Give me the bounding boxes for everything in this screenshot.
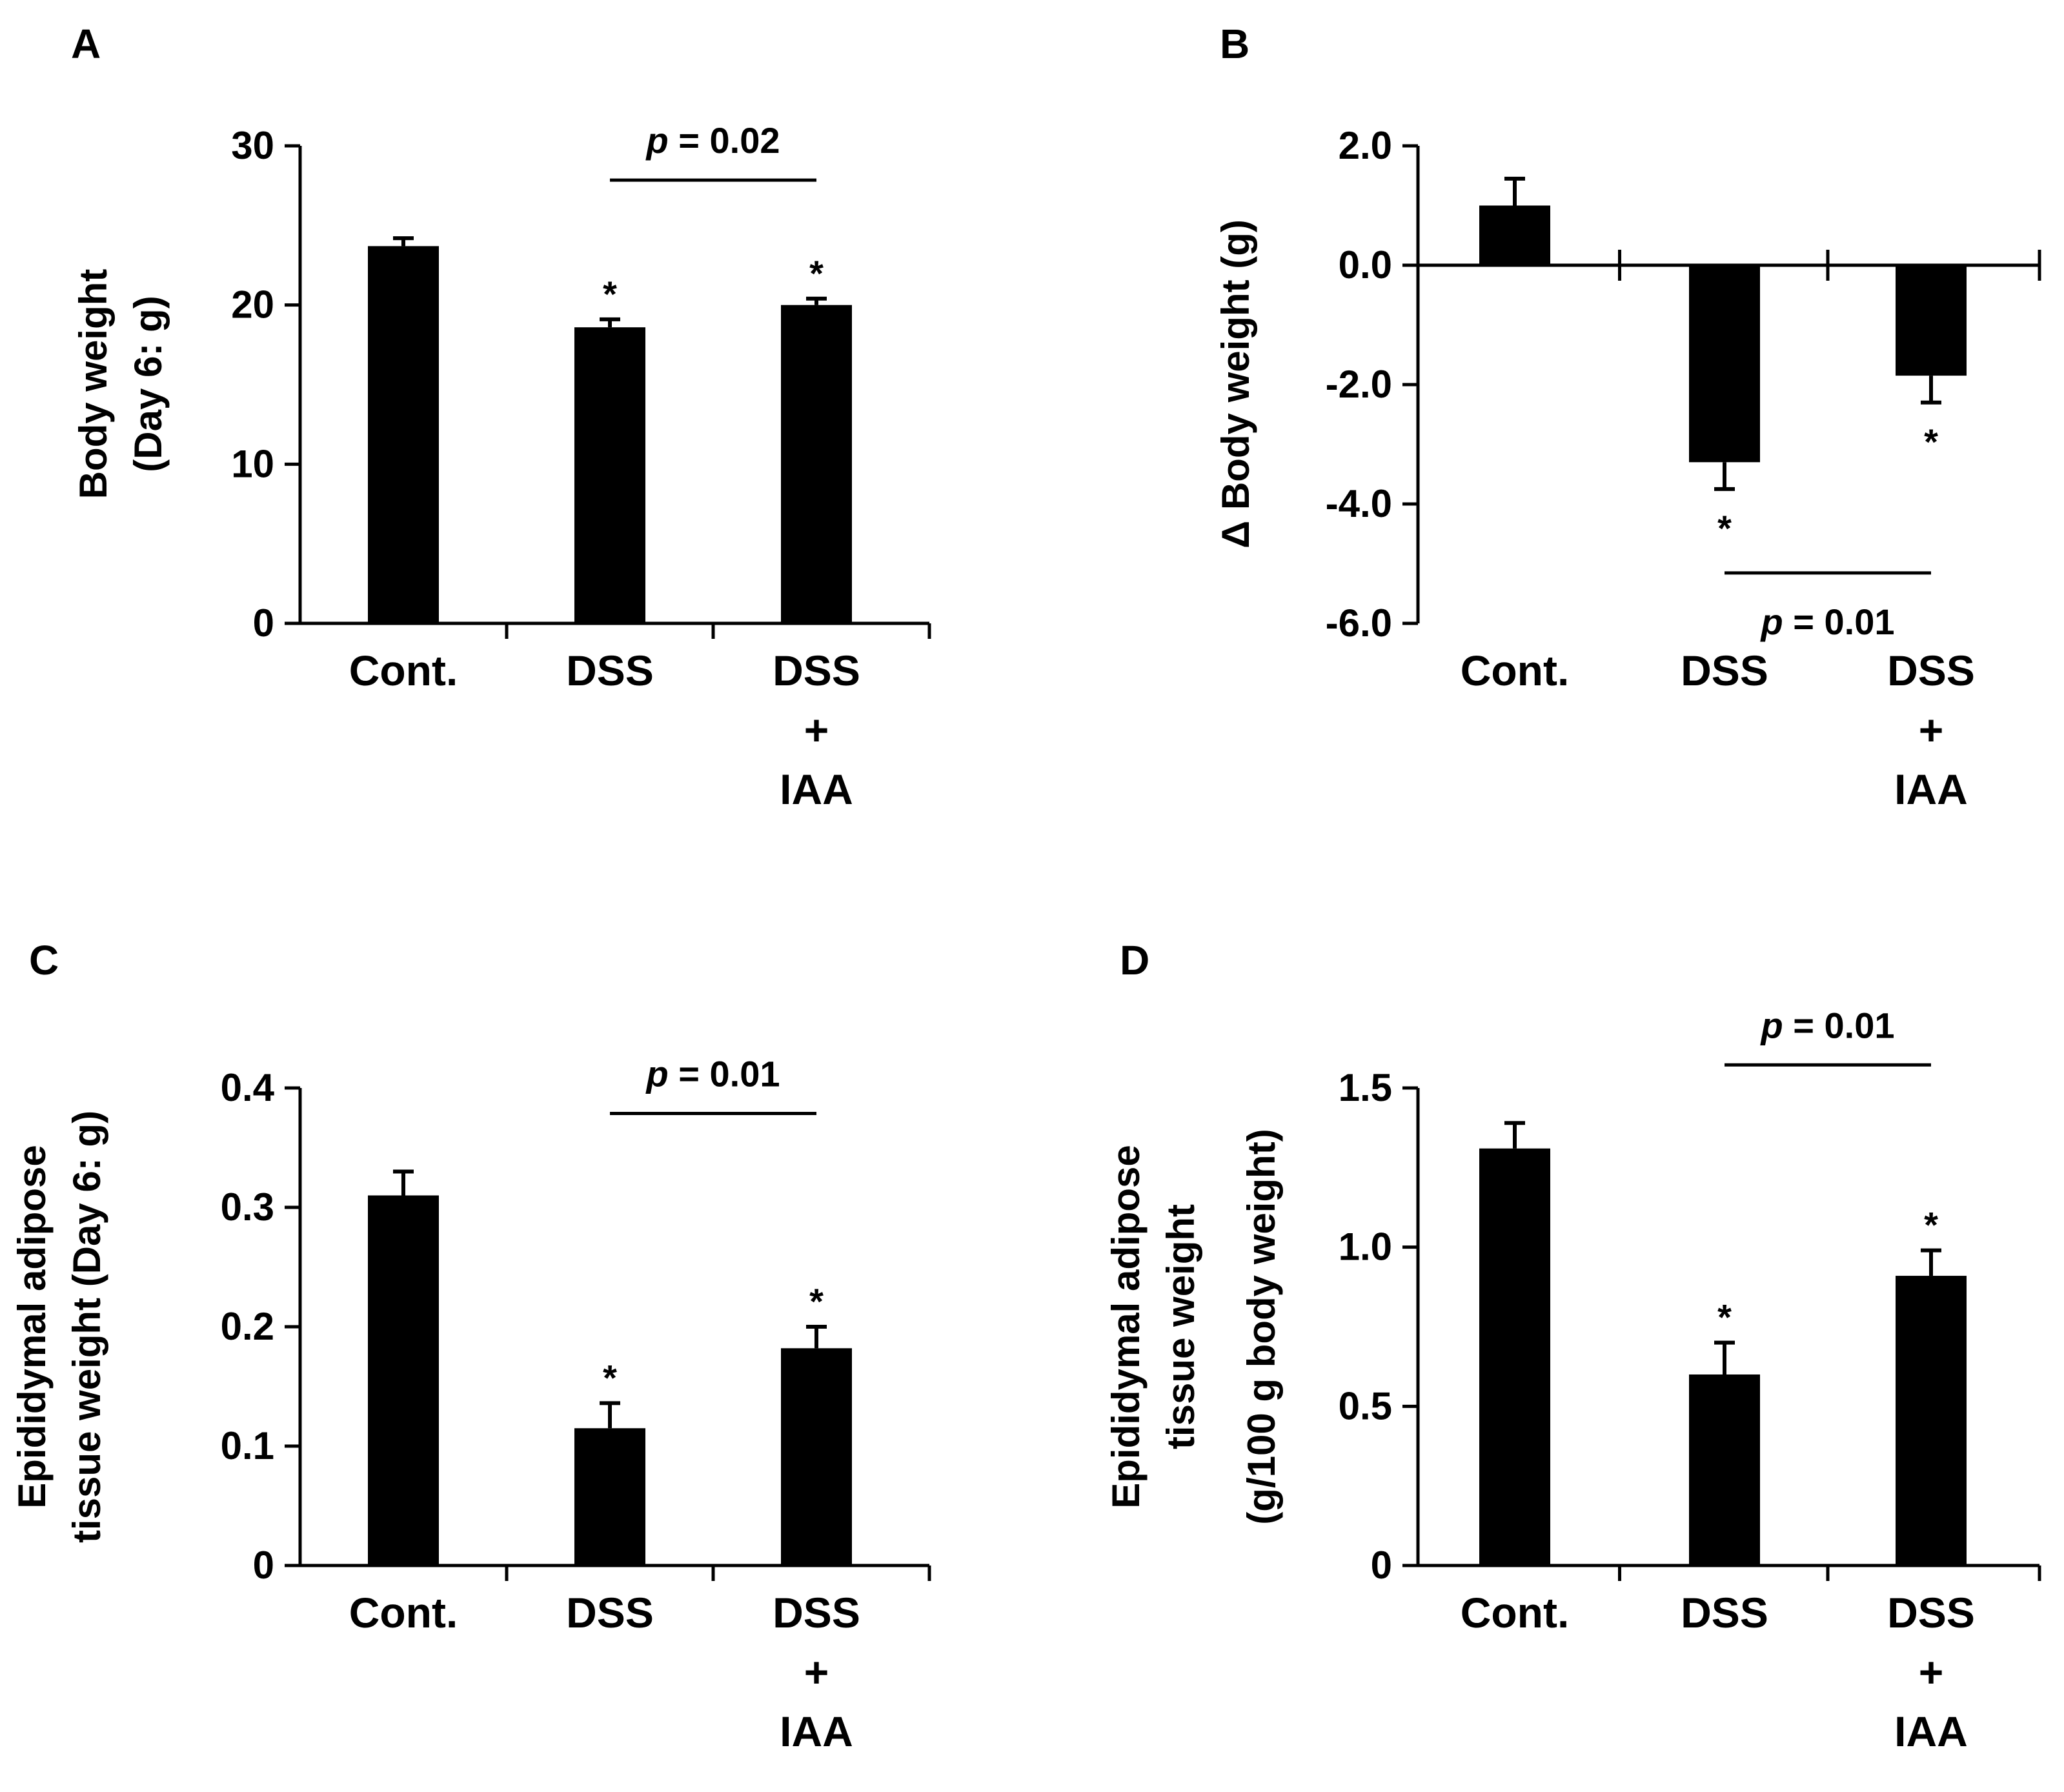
p-symbol: p <box>645 1054 668 1094</box>
bar <box>1689 1374 1760 1565</box>
p-symbol: p <box>1759 1005 1783 1045</box>
significance-star: * <box>603 1357 617 1398</box>
x-category-label: IAA <box>780 765 853 813</box>
x-category-label: DSS <box>773 1589 860 1636</box>
p-value: = 0.01 <box>1783 601 1895 642</box>
p-value: = 0.01 <box>1783 1005 1895 1045</box>
x-category-label: + <box>804 1648 829 1696</box>
bar <box>574 1428 645 1565</box>
y-tick-label: 0.1 <box>221 1424 274 1467</box>
x-category-label: Cont. <box>1461 1589 1570 1636</box>
panel-a: A 0 10 20 30 Body weight (Day 6: g) Cont. DSS * DS… <box>71 21 931 813</box>
x-category-label: + <box>1919 1648 1944 1696</box>
bar <box>1896 265 1967 376</box>
significance-star: * <box>809 253 824 294</box>
y-axis-label: (Day 6: g) <box>126 296 170 472</box>
y-axis-label: tissue weight <box>1159 1204 1202 1449</box>
y-tick-label: 0 <box>253 601 274 645</box>
y-tick-label: 0 <box>253 1544 274 1587</box>
bar <box>1479 205 1550 265</box>
y-axis-label: Body weight <box>72 269 115 499</box>
significance-star: * <box>1924 1205 1938 1245</box>
y-tick-label: 0.3 <box>221 1185 274 1229</box>
y-tick-label: 0.2 <box>221 1305 274 1348</box>
p-value-label: p = 0.01 <box>1759 601 1894 642</box>
y-tick-label: 1.5 <box>1339 1066 1392 1109</box>
p-value-label: p = 0.01 <box>1759 1005 1894 1045</box>
y-tick-label: 1.0 <box>1339 1225 1392 1269</box>
significance-star: * <box>1924 421 1938 462</box>
p-value: = 0.02 <box>669 120 780 161</box>
x-category-label: Cont. <box>349 1589 458 1636</box>
y-tick-label: -6.0 <box>1326 601 1392 645</box>
x-category-label: DSS <box>566 1589 654 1636</box>
y-tick-label: 0 <box>1371 1544 1392 1587</box>
y-tick-label: 20 <box>231 283 274 327</box>
bar <box>781 305 852 623</box>
bar <box>574 327 645 623</box>
y-tick-label: -4.0 <box>1326 482 1392 525</box>
x-category-label: DSS <box>773 647 860 694</box>
x-category-label: DSS <box>1681 1589 1768 1636</box>
significance-star: * <box>603 274 617 314</box>
y-tick-label: 0.4 <box>221 1066 275 1109</box>
p-symbol: p <box>645 120 668 161</box>
x-category-label: + <box>1919 706 1944 754</box>
significance-star: * <box>1717 1297 1732 1338</box>
bar <box>1689 265 1760 463</box>
y-axis-label: Epididymal adipose <box>1104 1145 1148 1508</box>
bar <box>1896 1276 1967 1565</box>
x-category-label: DSS <box>1681 647 1768 694</box>
panel-d: D 0 0.5 1.0 1.5 Epididymal adipose tissue weig… <box>1104 937 2041 1755</box>
bar <box>368 1195 439 1565</box>
x-category-label: DSS <box>1887 647 1975 694</box>
panel-label: B <box>1220 21 1250 67</box>
p-value-label: p = 0.02 <box>645 120 780 161</box>
x-category-label: Cont. <box>349 647 458 694</box>
x-category-label: + <box>804 706 829 754</box>
y-tick-label: 10 <box>231 442 274 485</box>
y-tick-label: 0.0 <box>1339 243 1392 287</box>
y-axis-label: (g/100 g body weight) <box>1240 1129 1283 1524</box>
bar <box>1479 1148 1550 1565</box>
x-category-label: IAA <box>780 1707 853 1755</box>
y-tick-label: 0.5 <box>1339 1384 1392 1427</box>
significance-star: * <box>809 1281 824 1322</box>
x-category-label: DSS <box>1887 1589 1975 1636</box>
x-category-label: Cont. <box>1461 647 1570 694</box>
bar <box>368 246 439 623</box>
y-axis-label: Δ Body weight (g) <box>1214 219 1257 549</box>
panel-c: C 0 0.1 0.2 0.3 0.4 Epididymal adipose tissue w… <box>10 937 931 1755</box>
y-axis-label: tissue weight (Day 6: g) <box>65 1111 108 1543</box>
bar <box>781 1348 852 1565</box>
panel-label: A <box>71 21 101 67</box>
x-category-label: IAA <box>1894 765 1968 813</box>
y-tick-label: 2.0 <box>1339 124 1392 167</box>
x-category-label: DSS <box>566 647 654 694</box>
panel-label: D <box>1120 937 1149 983</box>
p-symbol: p <box>1759 601 1783 642</box>
significance-star: * <box>1717 508 1732 549</box>
panel-label: C <box>29 937 59 983</box>
p-value-label: p = 0.01 <box>645 1054 780 1094</box>
y-tick-label: 30 <box>231 124 274 167</box>
y-tick-label: -2.0 <box>1326 363 1392 406</box>
x-category-label: IAA <box>1894 1707 1968 1755</box>
p-value: = 0.01 <box>669 1054 780 1094</box>
y-axis-label: Epididymal adipose <box>10 1145 54 1508</box>
panel-b: B 2.0 0.0 -2.0 -4.0 -6.0 Δ Body weight (g) Cont… <box>1214 21 2041 813</box>
